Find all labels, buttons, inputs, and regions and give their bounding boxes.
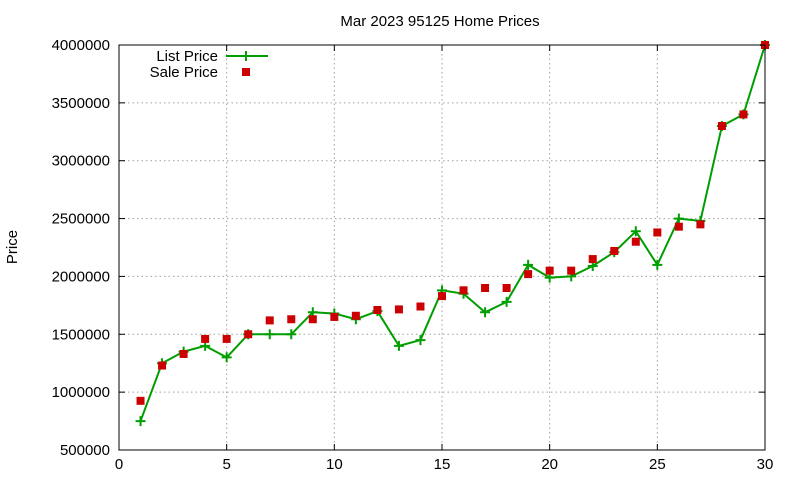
- list-price-point: [652, 259, 663, 270]
- sale-price-point: [373, 305, 382, 314]
- sale-price-point: [502, 284, 511, 292]
- sale-price-point: [545, 266, 554, 275]
- sale-price-point: [136, 396, 145, 405]
- list-price-point: [286, 329, 297, 340]
- sale-price-point: [265, 316, 274, 325]
- series-sale-price: [136, 41, 769, 405]
- legend-label: List Price: [156, 48, 218, 65]
- sale-price-point: [394, 305, 403, 314]
- sale-price-point: [308, 315, 317, 324]
- x-tick-label: 20: [541, 456, 558, 473]
- y-tick-label: 4000000: [52, 37, 110, 54]
- list-price-point: [523, 259, 534, 270]
- sale-price-point: [438, 292, 446, 301]
- sale-price-point: [653, 228, 662, 237]
- series-layer: [135, 40, 770, 427]
- sale-price-point: [567, 266, 576, 275]
- sale-price-point: [481, 284, 490, 292]
- x-tick-label: 5: [222, 456, 230, 473]
- x-tick-label: 25: [649, 456, 666, 473]
- list-price-point: [393, 340, 404, 351]
- sale-price-point: [631, 237, 640, 246]
- series-list-price: [135, 40, 770, 427]
- sale-price-point: [330, 312, 339, 321]
- sale-price-point: [459, 286, 468, 295]
- sale-price-point: [588, 255, 597, 264]
- sale-price-point: [610, 246, 619, 255]
- y-tick-label: 1500000: [52, 326, 110, 343]
- plot-frame: [118, 44, 766, 451]
- x-tick-label: 15: [434, 456, 451, 473]
- legend-marker-list-price: [241, 51, 251, 61]
- sale-price-point: [524, 270, 533, 279]
- axis-ticks: 0 5 10 15 20 25 30 500000 1000000 1500000 2000000 2…: [52, 37, 774, 473]
- list-price-point: [501, 296, 512, 307]
- list-price-line: [139, 44, 766, 422]
- legend-label: Sale Price: [150, 64, 218, 81]
- list-price-point: [630, 226, 641, 237]
- sale-price-point: [351, 311, 360, 320]
- y-tick-label: 2500000: [52, 211, 110, 228]
- sale-price-point: [244, 330, 253, 339]
- y-axis-label: Price: [4, 230, 21, 264]
- list-price-point: [264, 329, 275, 340]
- sale-price-point: [287, 315, 296, 324]
- y-tick-label: 3500000: [52, 95, 110, 112]
- sale-price-point: [674, 222, 683, 231]
- y-tick-label: 1000000: [52, 384, 110, 401]
- list-price-point: [221, 352, 232, 363]
- y-tick-label: 3000000: [52, 153, 110, 170]
- sale-price-point: [201, 334, 210, 343]
- x-tick-label: 30: [757, 456, 774, 473]
- y-tick-label: 2000000: [52, 268, 110, 285]
- list-price-point: [480, 307, 491, 318]
- sale-price-point: [158, 361, 167, 370]
- x-tick-label: 0: [115, 456, 123, 473]
- chart-title: Mar 2023 95125 Home Prices: [340, 13, 539, 30]
- list-price-point: [415, 335, 426, 346]
- list-price-point: [135, 416, 146, 427]
- sale-price-point: [222, 334, 231, 343]
- list-price-point: [673, 213, 684, 224]
- sale-price-point: [179, 349, 188, 358]
- y-tick-label: 500000: [60, 442, 110, 459]
- sale-price-point: [717, 122, 726, 130]
- x-tick-label: 10: [326, 456, 343, 473]
- sale-price-point: [696, 220, 705, 229]
- sale-price-point: [416, 302, 425, 311]
- legend-marker-sale-price: [242, 68, 250, 76]
- sale-price-point: [739, 110, 748, 119]
- grid: [119, 45, 765, 450]
